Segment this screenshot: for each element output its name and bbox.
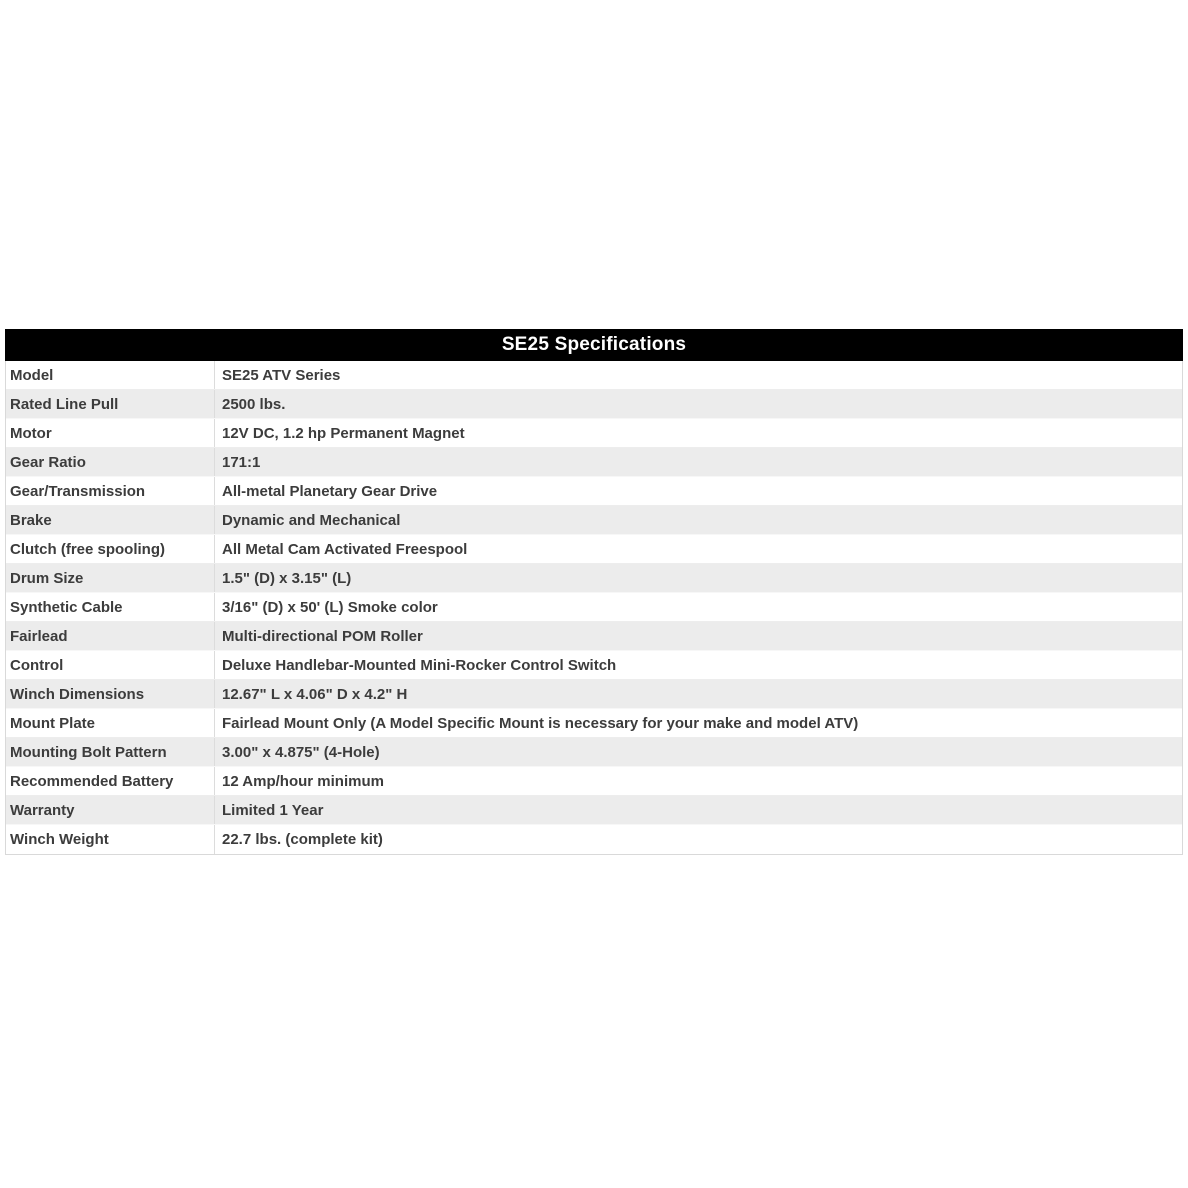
spec-row: Recommended Battery 12 Amp/hour minimum (6, 767, 1182, 796)
spec-value: 22.7 lbs. (complete kit) (222, 831, 383, 848)
spec-value: All Metal Cam Activated Freespool (222, 540, 468, 558)
spec-label: Recommended Battery (6, 767, 215, 795)
spec-label: Mounting Bolt Pattern (6, 738, 215, 766)
spec-label: Winch Weight (6, 825, 215, 854)
spec-value: Multi-directional POM Roller (222, 627, 423, 645)
spec-label: Clutch (free spooling) (6, 535, 215, 563)
table-body: Model SE25 ATV Series Rated Line Pull 2500 … (5, 361, 1183, 855)
table-title: SE25 Specifications (5, 329, 1183, 361)
spec-label: Drum Size (6, 564, 215, 592)
spec-value: 1.5" (D) x 3.15" (L) (222, 569, 352, 587)
spec-value: Limited 1 Year (222, 801, 324, 819)
spec-value: 12 Amp/hour minimum (222, 772, 384, 790)
spec-row: Winch Dimensions 12.67" L x 4.06" D x 4.2… (6, 680, 1182, 709)
spec-row: Rated Line Pull 2500 lbs. (6, 390, 1182, 419)
spec-row: Control Deluxe Handlebar-Mounted Mini-Roc… (6, 651, 1182, 680)
spec-label: Synthetic Cable (6, 593, 215, 621)
spec-row: Synthetic Cable 3/16" (D) x 50' (L) Smoke… (6, 593, 1182, 622)
spec-value: Dynamic and Mechanical (222, 511, 401, 529)
spec-value: SE25 ATV Series (222, 366, 341, 384)
spec-row: Warranty Limited 1 Year (6, 796, 1182, 825)
spec-label: Gear Ratio (6, 448, 215, 476)
spec-row: Mount Plate Fairlead Mount Only (A Model … (6, 709, 1182, 738)
spec-value: All-metal Planetary Gear Drive (222, 482, 438, 500)
spec-row: Motor 12V DC, 1.2 hp Permanent Magnet (6, 419, 1182, 448)
spec-label: Rated Line Pull (6, 390, 215, 418)
spec-label: Model (6, 361, 215, 389)
spec-row: Mounting Bolt Pattern 3.00" x 4.875" (4-H… (6, 738, 1182, 767)
spec-value: 2500 lbs. (222, 395, 286, 413)
spec-value: 3.00" x 4.875" (4-Hole) (222, 743, 380, 761)
specifications-table: SE25 Specifications Model SE25 ATV Series… (5, 329, 1183, 855)
spec-row: Brake Dynamic and Mechanical (6, 506, 1182, 535)
spec-row: Model SE25 ATV Series (6, 361, 1182, 390)
spec-value: Deluxe Handlebar-Mounted Mini-Rocker Con… (222, 656, 617, 674)
spec-row: Gear/Transmission All-metal Planetary Gea… (6, 477, 1182, 506)
spec-label: Mount Plate (6, 709, 215, 737)
spec-row: Drum Size 1.5" (D) x 3.15" (L) (6, 564, 1182, 593)
spec-value: 12.67" L x 4.06" D x 4.2" H (222, 685, 408, 703)
spec-row: Winch Weight 22.7 lbs. (complete kit) (6, 825, 1182, 854)
spec-row: Gear Ratio 171:1 (6, 448, 1182, 477)
spec-value: 12V DC, 1.2 hp Permanent Magnet (222, 424, 465, 442)
spec-row: Fairlead Multi-directional POM Roller (6, 622, 1182, 651)
spec-label: Gear/Transmission (6, 477, 215, 505)
spec-label: Motor (6, 419, 215, 447)
spec-value: 171:1 (222, 453, 261, 471)
spec-label: Winch Dimensions (6, 680, 215, 708)
spec-label: Brake (6, 506, 215, 534)
spec-label: Control (6, 651, 215, 679)
spec-row: Clutch (free spooling) All Metal Cam Acti… (6, 535, 1182, 564)
spec-label: Fairlead (6, 622, 215, 650)
spec-value: Fairlead Mount Only (A Model Specific Mo… (222, 714, 859, 732)
spec-label: Warranty (6, 796, 215, 824)
spec-value: 3/16" (D) x 50' (L) Smoke color (222, 598, 438, 616)
